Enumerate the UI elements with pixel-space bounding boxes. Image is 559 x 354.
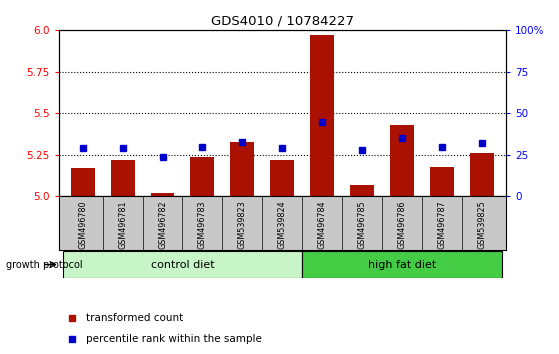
Text: GSM496782: GSM496782 <box>158 201 167 249</box>
Bar <box>302 251 502 278</box>
Bar <box>70 168 94 196</box>
Bar <box>230 142 254 196</box>
Text: GSM496783: GSM496783 <box>198 201 207 249</box>
Bar <box>63 251 302 278</box>
Text: GSM496781: GSM496781 <box>118 201 127 249</box>
Text: GSM496785: GSM496785 <box>358 201 367 249</box>
Text: growth protocol: growth protocol <box>6 260 82 270</box>
Bar <box>150 193 174 196</box>
Text: percentile rank within the sample: percentile rank within the sample <box>86 334 262 344</box>
Text: high fat diet: high fat diet <box>368 259 436 270</box>
Text: GSM496784: GSM496784 <box>318 201 326 249</box>
Title: GDS4010 / 10784227: GDS4010 / 10784227 <box>211 15 354 28</box>
Text: control diet: control diet <box>151 259 214 270</box>
Text: transformed count: transformed count <box>86 313 183 323</box>
Bar <box>430 166 454 196</box>
Bar <box>111 160 135 196</box>
Bar <box>191 156 215 196</box>
Text: GSM539825: GSM539825 <box>477 201 486 250</box>
Bar <box>390 125 414 196</box>
Bar <box>271 160 294 196</box>
Text: GSM496786: GSM496786 <box>397 201 406 249</box>
Bar <box>310 35 334 196</box>
Text: GSM496787: GSM496787 <box>438 201 447 249</box>
Text: GSM496780: GSM496780 <box>78 201 87 249</box>
Bar <box>350 185 374 196</box>
Text: GSM539823: GSM539823 <box>238 201 247 249</box>
Text: GSM539824: GSM539824 <box>278 201 287 249</box>
Bar <box>470 153 494 196</box>
